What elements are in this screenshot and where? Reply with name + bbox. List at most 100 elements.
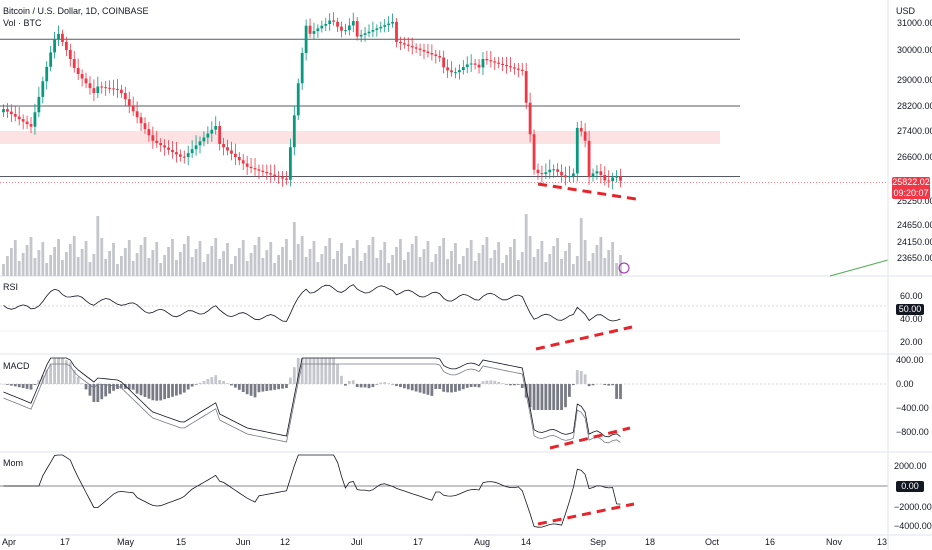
candle [469, 54, 473, 72]
volume-bar [13, 240, 17, 276]
volume-bar [304, 257, 308, 276]
macd-histogram-bar [233, 384, 237, 388]
candle-body [564, 175, 567, 178]
candle [461, 60, 465, 75]
volume-bar [544, 262, 548, 276]
price-axis-tick: 30000.00 [897, 45, 932, 55]
candle [489, 50, 493, 68]
macd-histogram-bar [575, 370, 579, 384]
volume-bar [505, 255, 508, 276]
volume-bar [324, 246, 328, 276]
time-axis-tick: Apr [2, 537, 16, 547]
candle [336, 17, 339, 33]
volume-bar [461, 256, 465, 276]
volume-bar [336, 251, 339, 276]
candle-body [72, 59, 76, 68]
candle [430, 44, 434, 61]
candle-body [80, 74, 84, 79]
momentum-pane [0, 454, 888, 528]
candle-body [245, 163, 249, 167]
symbol-title[interactable]: Bitcoin / U.S. Dollar, 1D, COINBASE [3, 6, 149, 16]
currency-label: USD [896, 6, 916, 16]
candle [395, 17, 398, 48]
macd-histogram-bar [120, 384, 123, 389]
macd-histogram-bar [454, 384, 457, 392]
macd-histogram-bar [461, 384, 465, 390]
volume-bar [501, 263, 505, 276]
time-axis-tick: 17 [60, 537, 70, 547]
candle [520, 62, 524, 76]
macd-histogram-bar [182, 384, 186, 393]
candle [568, 165, 571, 183]
volume-bar [560, 259, 563, 276]
candle-body [277, 175, 280, 178]
candle-body [402, 43, 406, 45]
volume-bar [619, 255, 622, 276]
volume-bar [485, 237, 489, 276]
macd-label[interactable]: MACD [3, 361, 30, 371]
volume-bar [167, 247, 170, 276]
rsi-axis-tick: 60.00 [900, 291, 923, 301]
macd-histogram-bar [84, 384, 88, 390]
candle-body [410, 45, 414, 48]
macd-histogram-bar [159, 384, 163, 401]
candle-body [281, 177, 284, 179]
volume-bar [477, 253, 481, 276]
volume-bar [426, 241, 430, 276]
macd-histogram-bar [241, 384, 245, 392]
rsi-line [3, 284, 621, 322]
time-axis[interactable]: Apr 17 May 15 Jun 12 Jul 17 Aug 14 Sep 18 Oct 16 Nov 13 [2, 537, 887, 547]
candle-body [123, 93, 127, 100]
volume-bar [135, 253, 139, 276]
candle [575, 121, 579, 182]
macd-histogram-bar [332, 358, 336, 384]
volume-bar [579, 218, 583, 276]
price-axis[interactable]: 31000.00 30000.00 29000.00 28200.00 27400.00… [887, 0, 932, 550]
volume-bar [49, 255, 53, 276]
candle-body [92, 88, 96, 93]
candle-body [493, 61, 497, 63]
volume-bar [120, 256, 123, 276]
price-axis-tick: 26600.00 [897, 152, 932, 162]
macd-histogram-bar [277, 384, 280, 390]
candle-body [505, 65, 508, 67]
volume-bar [320, 254, 324, 276]
candle [76, 58, 80, 80]
candle [552, 164, 556, 178]
candle-body [418, 48, 422, 50]
candle [194, 135, 198, 156]
rsi-value-badge: 50.00 [896, 304, 924, 315]
volume-bar [182, 244, 186, 276]
macd-histogram-bar [304, 358, 308, 384]
candle-body [33, 112, 37, 127]
candle [379, 21, 383, 33]
volume-bar [237, 248, 241, 276]
volume-bar [611, 242, 615, 276]
volume-bar [540, 241, 544, 276]
macd-histogram-bar [190, 384, 194, 387]
volume-bar [300, 236, 304, 276]
mom-label[interactable]: Mom [3, 458, 23, 468]
macd-histogram-bar [104, 384, 108, 397]
volume-bar [363, 253, 367, 276]
macd-histogram-bar [281, 384, 284, 389]
macd-histogram-bar [147, 384, 151, 399]
volume-bar [497, 242, 501, 276]
main-price-pane [0, 12, 932, 536]
candle [2, 104, 5, 117]
macd-histogram-bar [25, 384, 29, 389]
volume-bar [383, 242, 387, 276]
volume-bar [603, 258, 607, 276]
macd-histogram-bar [171, 384, 174, 397]
candle-body [485, 59, 489, 61]
candle [41, 76, 45, 104]
volume-legend[interactable]: Vol · BTC [3, 18, 42, 28]
volume-bar [308, 249, 312, 276]
volume-bar [186, 236, 190, 276]
time-axis-tick: 15 [176, 537, 186, 547]
candle-body [359, 34, 363, 37]
candle [53, 31, 56, 59]
rsi-label[interactable]: RSI [3, 282, 19, 292]
candle-body [414, 47, 418, 49]
